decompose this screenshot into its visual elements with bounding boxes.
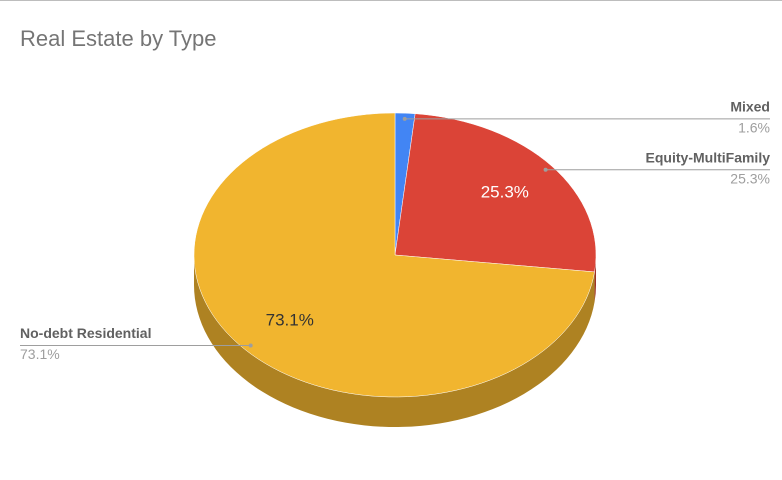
callout-value: 73.1% xyxy=(20,346,60,362)
slice-side xyxy=(594,255,596,302)
labels: Mixed 1.6% 25.3% Equity-MultiFamily 25.3% 73.… xyxy=(20,99,771,362)
slice-side xyxy=(194,255,595,427)
pie-tops xyxy=(193,112,597,398)
callout-dot xyxy=(402,116,407,121)
pie-sides xyxy=(194,255,596,427)
callout-name: No-debt Residential xyxy=(20,325,151,341)
slice-label: 25.3% xyxy=(481,182,529,201)
callout-name: Mixed xyxy=(730,99,770,115)
callout-dot xyxy=(543,167,548,172)
chart-title: Real Estate by Type xyxy=(20,26,217,51)
callout-name: Equity-MultiFamily xyxy=(646,149,771,165)
callout-value: 1.6% xyxy=(738,120,770,136)
callout-dot xyxy=(248,343,253,348)
slice-label: 73.1% xyxy=(266,310,314,329)
callout-value: 25.3% xyxy=(730,170,770,186)
slice xyxy=(193,112,595,398)
